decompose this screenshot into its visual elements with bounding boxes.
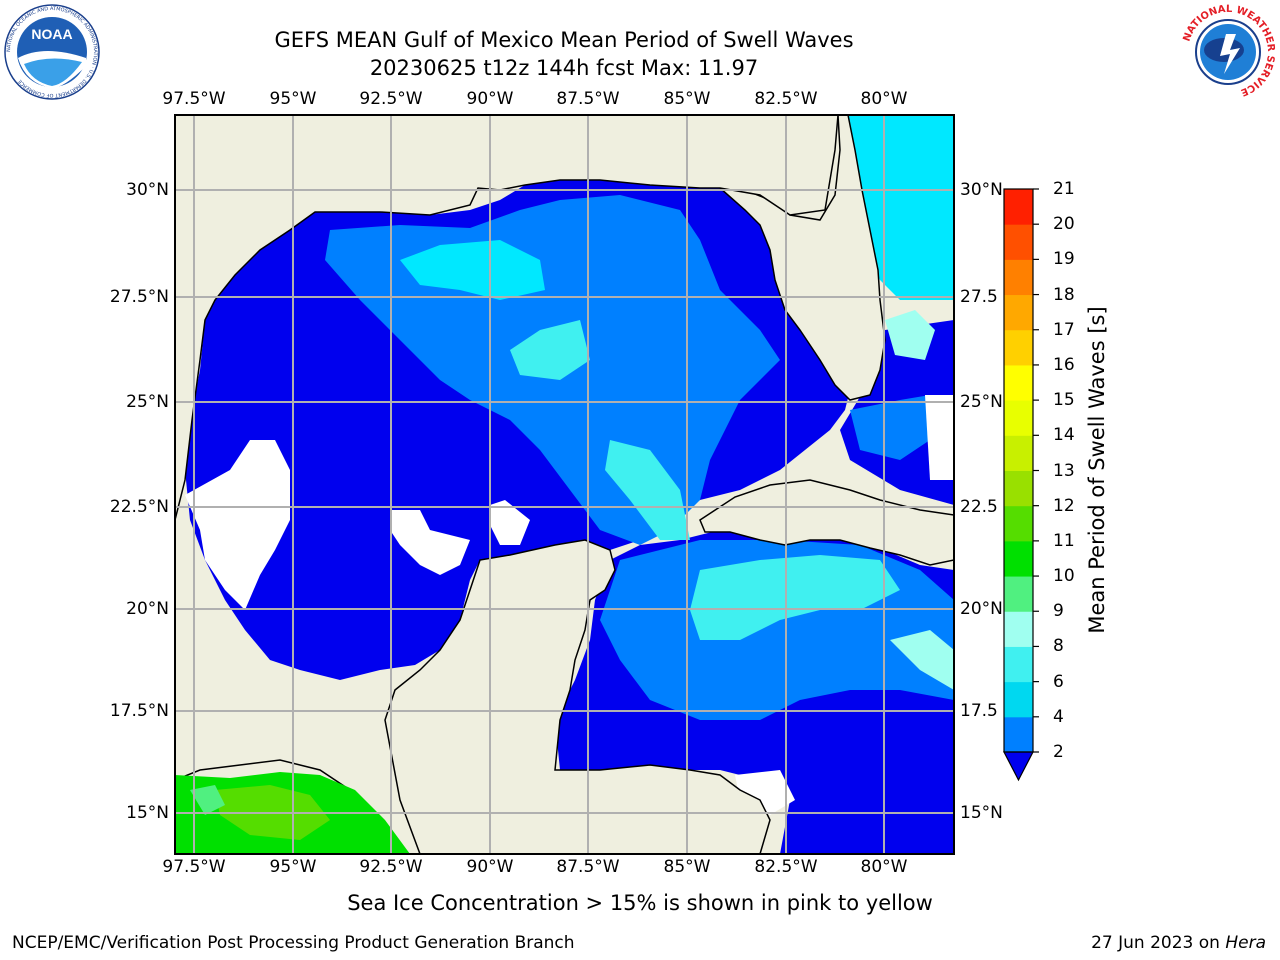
land-yucatan bbox=[175, 539, 771, 854]
colorbar-tick-label: 17 bbox=[1053, 319, 1075, 340]
lat-label-right: 17.5 bbox=[960, 701, 998, 721]
colorbar-band bbox=[1004, 611, 1033, 647]
colorbar-band bbox=[1004, 576, 1033, 612]
colorbar-band bbox=[1004, 716, 1033, 753]
contour-6-8s-central bbox=[510, 320, 590, 380]
footer-credit: NCEP/EMC/Verification Post Processing Pr… bbox=[12, 933, 575, 953]
colorbar-tick-label: 16 bbox=[1053, 354, 1075, 375]
lat-label-left: 27.5°N bbox=[109, 287, 169, 307]
colorbar-tick-label: 10 bbox=[1053, 566, 1075, 587]
colorbar-tick-label: 4 bbox=[1053, 706, 1064, 727]
colorbar-band bbox=[1004, 681, 1033, 718]
contour-4-6s-atlantic bbox=[850, 395, 930, 460]
footer-date-text: 27 Jun 2023 on bbox=[1091, 933, 1226, 953]
lon-label-bottom: 87.5°W bbox=[556, 857, 620, 877]
land-florida bbox=[717, 115, 886, 401]
colorbar-band bbox=[1004, 329, 1033, 366]
chart-title: GEFS MEAN Gulf of Mexico Mean Period of … bbox=[274, 28, 854, 52]
colorbar bbox=[1003, 188, 1039, 782]
lat-label-left: 30°N bbox=[126, 180, 169, 200]
colorbar-tick-label: 13 bbox=[1053, 460, 1075, 481]
lat-label-left: 20°N bbox=[126, 599, 169, 619]
colorbar-tick-label: 21 bbox=[1053, 179, 1075, 199]
colorbar-tick-label: 18 bbox=[1053, 284, 1075, 305]
graticule bbox=[175, 115, 954, 854]
map-plot-area bbox=[175, 115, 954, 854]
lon-label-bottom: 92.5°W bbox=[359, 857, 423, 877]
colorbar-band bbox=[1004, 364, 1033, 401]
lon-label-top: 92.5°W bbox=[359, 89, 423, 109]
lon-label-top: 87.5°W bbox=[556, 89, 620, 109]
lon-label-top: 85°W bbox=[663, 89, 711, 109]
contour-6-8s-caribbean bbox=[690, 555, 900, 640]
colorbar-band bbox=[1004, 189, 1033, 225]
no-data-patch bbox=[925, 395, 954, 480]
nws-logo: NATIONAL WEATHER SERVICE bbox=[1181, 4, 1276, 99]
lat-label-left: 22.5°N bbox=[109, 497, 169, 517]
colorbar-band bbox=[1004, 505, 1033, 542]
lon-label-bottom: 97.5°W bbox=[162, 857, 226, 877]
lon-label-top: 97.5°W bbox=[162, 89, 226, 109]
lon-label-bottom: 90°W bbox=[466, 857, 514, 877]
contour-6-8s-north bbox=[400, 240, 545, 300]
colorbar-band bbox=[1004, 259, 1033, 296]
colorbar-band bbox=[1004, 224, 1033, 260]
no-data-patch bbox=[185, 440, 290, 610]
lat-label-right: 22.5 bbox=[960, 497, 998, 517]
colorbar-label: Mean Period of Swell Waves [s] bbox=[1085, 306, 1109, 634]
lat-label-left: 25°N bbox=[126, 392, 169, 412]
colorbar-band bbox=[1004, 400, 1033, 436]
no-data-patch bbox=[390, 510, 470, 575]
contour-8-9s-caribbean bbox=[890, 630, 954, 690]
sea-ice-note: Sea Ice Concentration > 15% is shown in … bbox=[347, 891, 933, 915]
lon-label-bottom: 85°W bbox=[663, 857, 711, 877]
colorbar-tick-label: 12 bbox=[1053, 495, 1075, 516]
lat-label-right: 15°N bbox=[960, 803, 1003, 823]
lon-label-top: 95°W bbox=[269, 89, 317, 109]
lat-label-right: 27.5 bbox=[960, 287, 998, 307]
land-cuba bbox=[699, 479, 954, 566]
colorbar-extend-triangle bbox=[1003, 751, 1034, 782]
land-us-south bbox=[175, 115, 839, 521]
colorbar-tick-label: 20 bbox=[1053, 214, 1075, 235]
colorbar-tick-label: 14 bbox=[1053, 425, 1075, 446]
svg-text:NOAA: NOAA bbox=[31, 26, 72, 42]
lat-label-left: 17.5°N bbox=[109, 701, 169, 721]
colorbar-tick-label: 9 bbox=[1053, 601, 1064, 622]
colorbar-band bbox=[1004, 470, 1033, 507]
colorbar-tick-label: 6 bbox=[1053, 671, 1064, 692]
lon-label-top: 90°W bbox=[466, 89, 514, 109]
colorbar-band bbox=[1004, 435, 1033, 471]
colorbar-tick-label: 2 bbox=[1053, 742, 1064, 762]
lat-label-left: 15°N bbox=[126, 803, 169, 823]
no-data-patch bbox=[490, 500, 530, 545]
lon-label-bottom: 80°W bbox=[860, 857, 908, 877]
colorbar-tick-label: 19 bbox=[1053, 249, 1075, 270]
lon-label-bottom: 95°W bbox=[269, 857, 317, 877]
lat-label-right: 25°N bbox=[960, 392, 1003, 412]
colorbar-tick-label: 8 bbox=[1053, 636, 1064, 657]
footer-host: Hera bbox=[1225, 933, 1266, 953]
noaa-logo: NOAA NATIONAL OCEANIC AND ATMOSPHERIC AD… bbox=[4, 4, 100, 100]
footer-date: 27 Jun 2023 on Hera bbox=[1091, 933, 1266, 953]
lon-label-bottom: 82.5°W bbox=[754, 857, 818, 877]
chart-subtitle: 20230625 t12z 144h fcst Max: 11.97 bbox=[369, 56, 759, 80]
contour-8-9s-atlantic bbox=[885, 310, 935, 360]
colorbar-band bbox=[1004, 294, 1033, 331]
lat-label-right: 30°N bbox=[960, 180, 1003, 200]
lon-label-top: 80°W bbox=[860, 89, 908, 109]
lat-label-right: 20°N bbox=[960, 599, 1003, 619]
map-frame bbox=[174, 114, 955, 855]
pacific-swell-patch bbox=[190, 785, 225, 815]
colorbar-band bbox=[1004, 540, 1033, 577]
colorbar-band bbox=[1004, 646, 1033, 683]
lon-label-top: 82.5°W bbox=[754, 89, 818, 109]
colorbar-tick-label: 11 bbox=[1053, 530, 1075, 551]
colorbar-tick-label: 15 bbox=[1053, 390, 1075, 411]
contour-6-8s-yucatan bbox=[605, 440, 690, 540]
